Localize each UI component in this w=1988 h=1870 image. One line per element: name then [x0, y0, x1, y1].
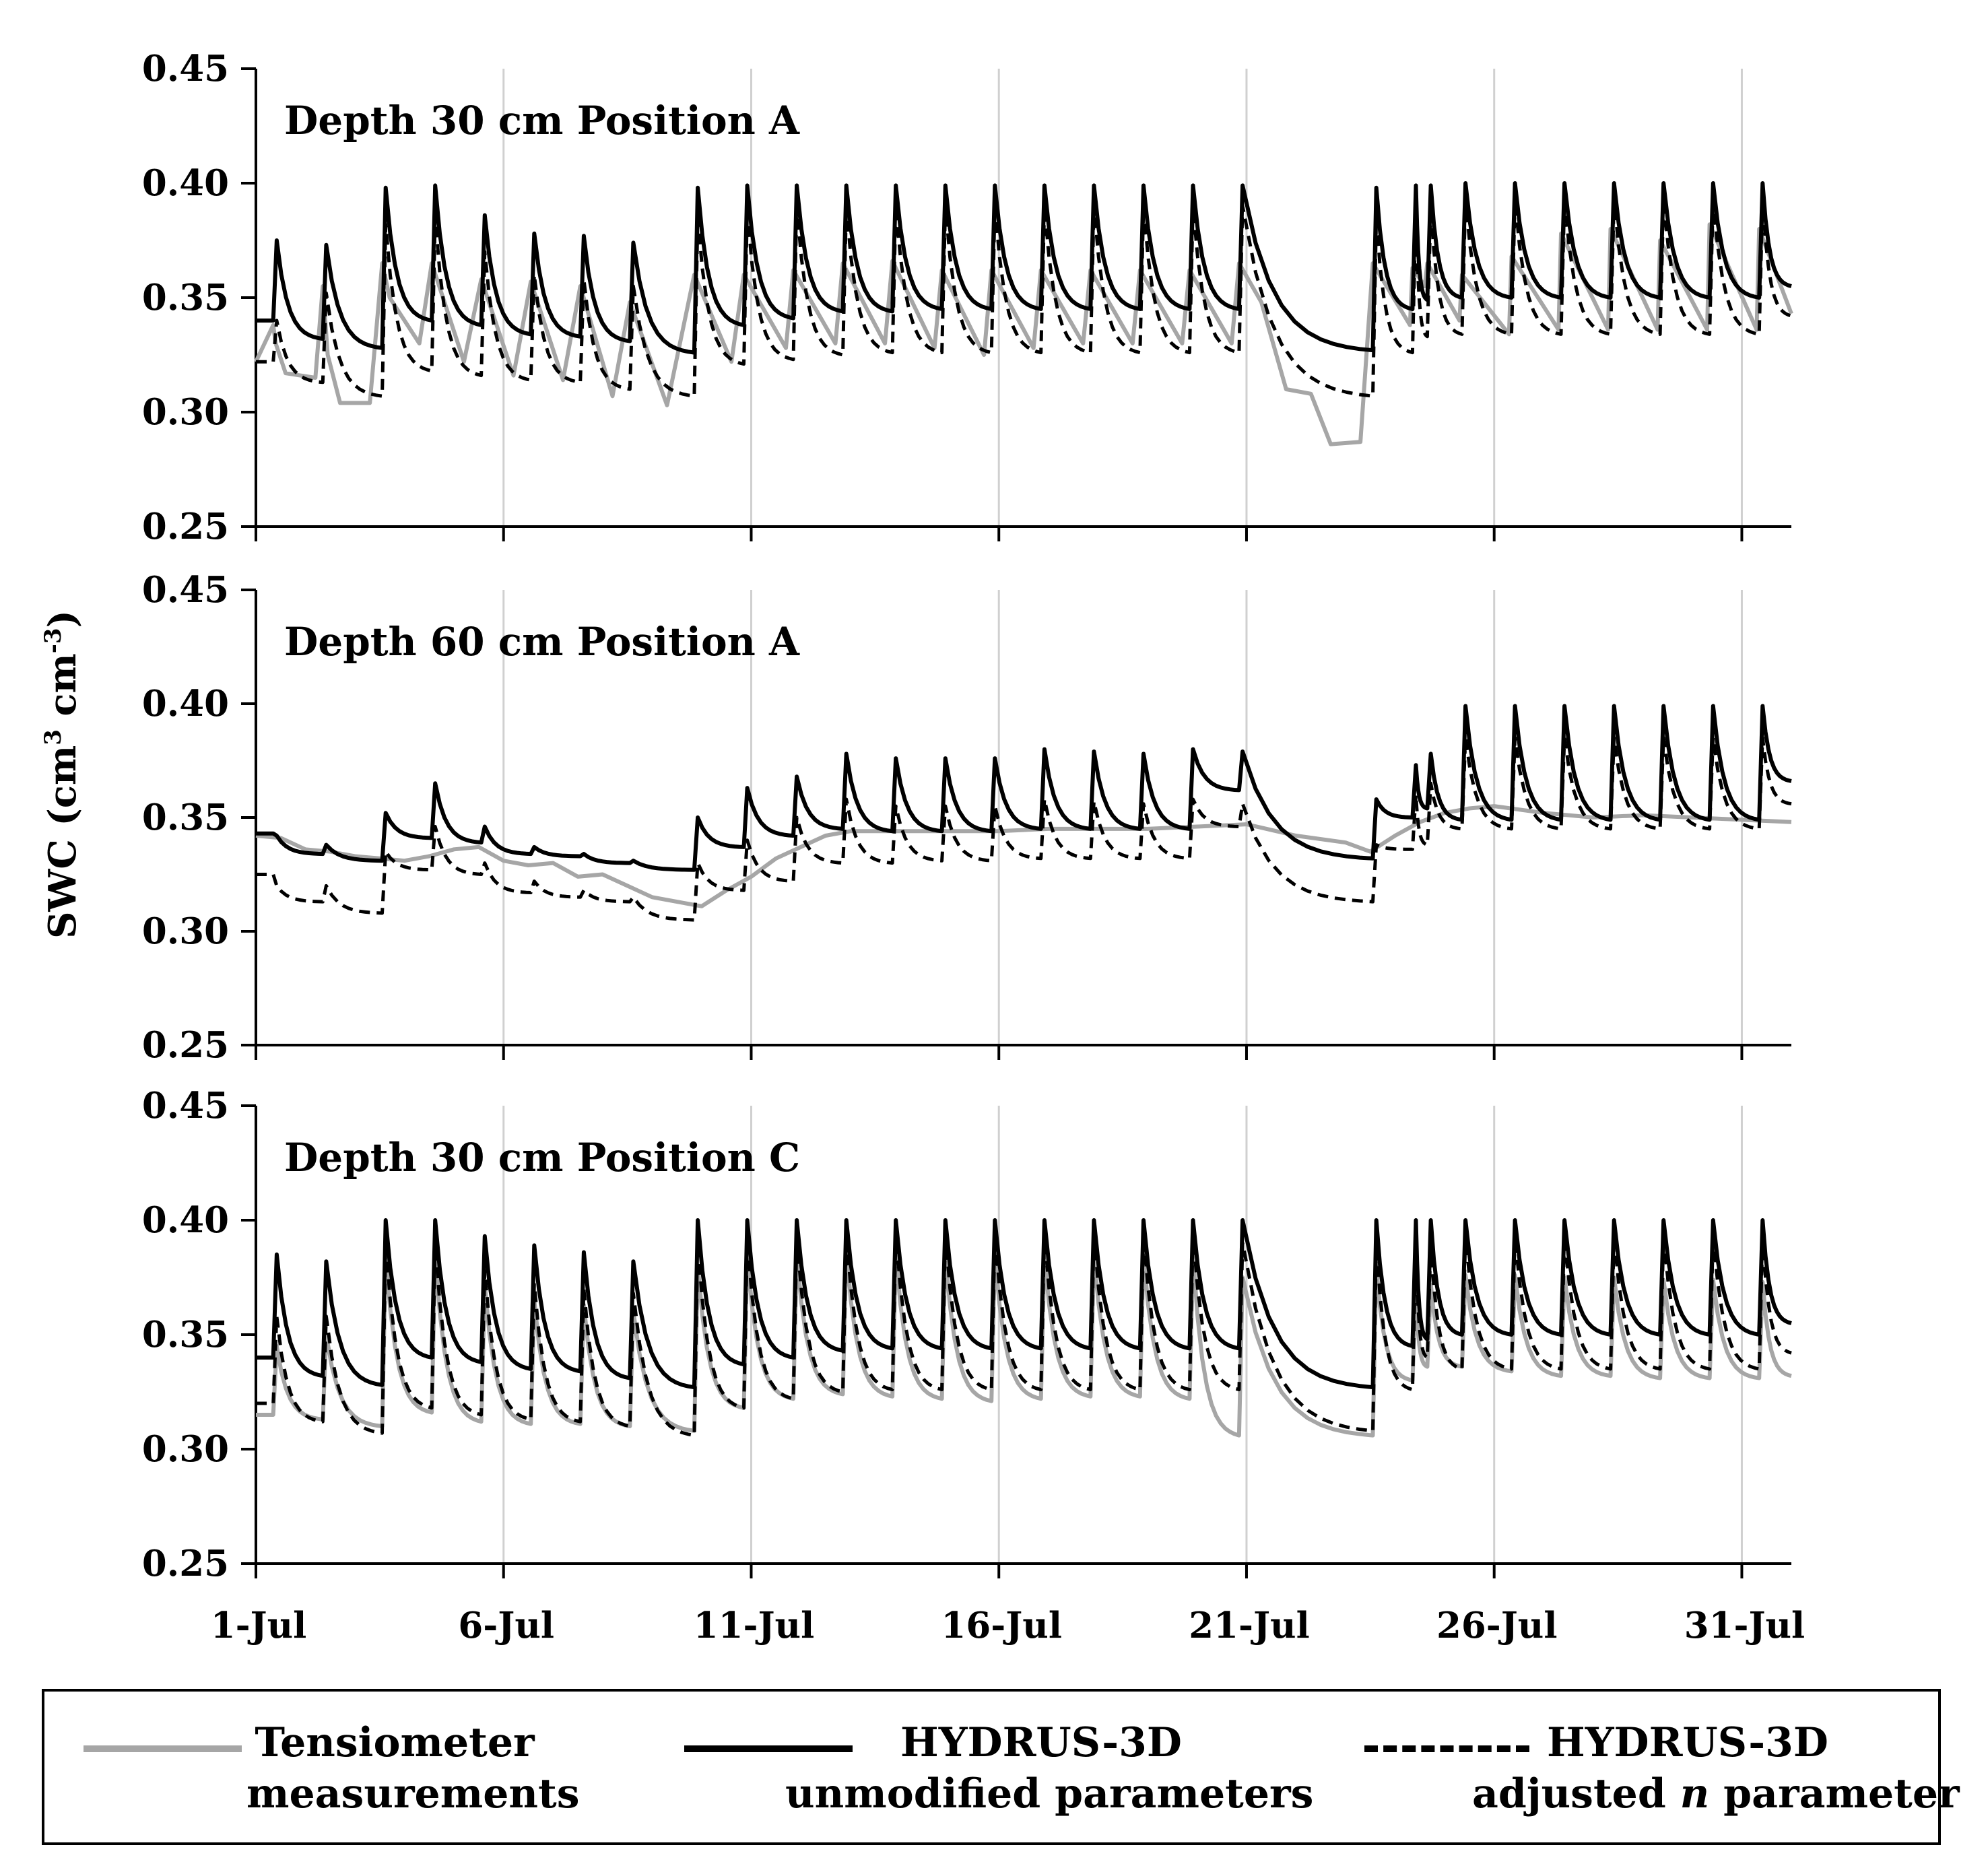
y-tick-label: 0.45	[142, 48, 229, 90]
x-tick-label: 11-Jul	[694, 1605, 815, 1646]
legend-label-adjusted-line2: adjusted n parameter	[1472, 1770, 1960, 1817]
legend-label-tensiometer-line2: measurements	[246, 1770, 580, 1817]
legend-swatch-adjusted	[1364, 1745, 1529, 1752]
y-tick-label: 0.40	[142, 683, 229, 725]
series-line-hydrus-3d-adjusted-n-parameter	[256, 736, 1792, 922]
y-tick-label: 0.30	[142, 391, 229, 433]
series-line-hydrus-3d-unmodified-parameters	[256, 704, 1792, 872]
y-tick-label: 0.30	[142, 910, 229, 952]
legend-swatch-unmodified	[684, 1745, 853, 1752]
x-tick-label: 1-Jul	[211, 1605, 307, 1646]
panel-depth-30-position-c: 0.25 0.30 0.35 0.40 0.45 Depth 30 cm Position…	[142, 1085, 1792, 1584]
legend-label-unmodified-line1: HYDRUS-3D	[900, 1719, 1182, 1766]
x-tick-label: 31-Jul	[1684, 1605, 1805, 1646]
x-tick-label: 26-Jul	[1436, 1605, 1558, 1646]
series-line-hydrus-3d-unmodified-parameters	[256, 181, 1792, 355]
legend-label-unmodified: HYDRUS-3D unmodified parameters	[785, 1717, 1314, 1819]
y-axis-title: SWC (cm3 cm-3)	[40, 610, 85, 939]
x-tick-label: 6-Jul	[458, 1605, 554, 1646]
y-tick-label: 0.25	[142, 506, 229, 547]
y-tick-label: 0.40	[142, 162, 229, 204]
series-line-hydrus-3d-adjusted-n-parameter	[256, 1232, 1792, 1438]
legend-label-tensiometer-line1: Tensiometer	[255, 1719, 535, 1766]
series-line-tensiometer-measurements	[256, 1248, 1792, 1438]
series-line-tensiometer-measurements	[255, 804, 1792, 908]
panel-depth-30-position-a: 0.25 0.30 0.35 0.40 0.45 Depth 30 cm Position…	[142, 48, 1793, 547]
x-tick-label: 21-Jul	[1189, 1605, 1310, 1646]
y-tick-label: 0.45	[142, 1085, 229, 1127]
x-tick-label: 16-Jul	[941, 1605, 1062, 1646]
y-tick-label: 0.30	[142, 1428, 229, 1470]
y-tick-label: 0.25	[142, 1543, 229, 1584]
y-tick-label: 0.45	[142, 569, 229, 611]
panel-title: Depth 30 cm Position C	[284, 1135, 800, 1180]
y-tick-label: 0.35	[142, 277, 229, 319]
figure: 0.25 0.30 0.35 0.40 0.45 Depth 30 cm Position…	[40, 48, 1805, 1646]
x-axis-tick-labels: 1-Jul 6-Jul 11-Jul 16-Jul 21-Jul 26-Jul 31-Jul	[211, 1605, 1805, 1646]
series-line-hydrus-3d-unmodified-parameters	[256, 1218, 1792, 1390]
legend-label-adjusted-line1: HYDRUS-3D	[1547, 1719, 1828, 1766]
series-line-hydrus-3d-adjusted-n-parameter	[256, 197, 1792, 398]
legend-label-unmodified-line2: unmodified parameters	[785, 1770, 1314, 1817]
panel-depth-60-position-a: 0.25 0.30 0.35 0.40 0.45 Depth 60 cm Position…	[142, 569, 1792, 1066]
y-tick-label: 0.35	[142, 797, 229, 838]
legend: Tensiometer measurements HYDRUS-3D unmod…	[42, 1689, 1960, 1845]
y-tick-label: 0.35	[142, 1314, 229, 1356]
y-tick-label: 0.40	[142, 1199, 229, 1241]
panel-title: Depth 30 cm Position A	[284, 98, 800, 143]
panel-title: Depth 60 cm Position A	[284, 619, 800, 665]
y-tick-label: 0.25	[142, 1024, 229, 1066]
legend-label-tensiometer: Tensiometer measurements	[246, 1717, 580, 1819]
legend-swatch-tensiometer	[84, 1745, 242, 1752]
